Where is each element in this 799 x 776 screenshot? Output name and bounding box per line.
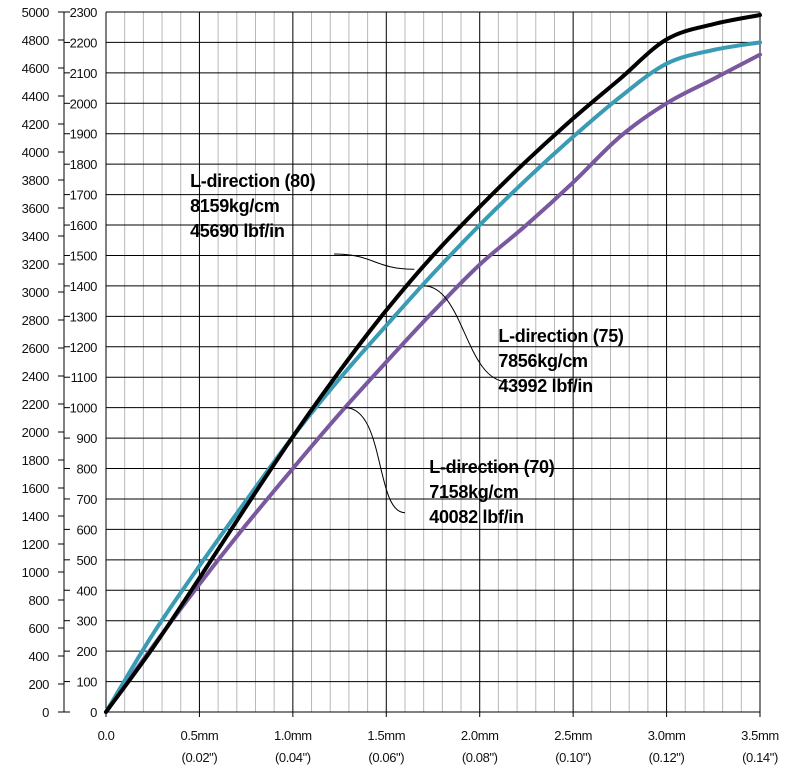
x-tick-label: 3.5mm	[741, 728, 779, 743]
y-outer-tick-label: 600	[29, 621, 50, 636]
y-inner-tick-label: 700	[77, 492, 98, 507]
y-outer-tick-label: 0	[42, 705, 49, 720]
y-outer-tick-label: 2200	[22, 397, 49, 412]
y-outer-tick-label: 2000	[22, 425, 49, 440]
series-line-l-direction-80	[104, 13, 762, 714]
annotation-value: 7856kg/cm	[498, 351, 587, 371]
annotation-value: 43992 lbf/in	[498, 376, 592, 396]
x-tick-label: 3.0mm	[648, 728, 686, 743]
annotation-value: 8159kg/cm	[190, 196, 279, 216]
y-inner-tick-label: 100	[77, 675, 98, 690]
y-inner-tick-label: 2100	[70, 66, 97, 81]
series-line-l-direction-75	[104, 40, 762, 714]
y-inner-tick-label: 600	[77, 522, 98, 537]
grid	[106, 11, 761, 712]
y-outer-tick-label: 4600	[22, 61, 49, 76]
x-tick-label: 2.0mm	[461, 728, 499, 743]
y-inner-tick-label: 0	[90, 705, 97, 720]
x-tick-sublabel: (0.12")	[649, 750, 685, 765]
y-inner-tick-label: 1500	[70, 248, 97, 263]
y-inner-tick-label: 1400	[70, 279, 97, 294]
x-tick-label: 0.5mm	[181, 728, 219, 743]
y-inner-tick-label: 1000	[70, 401, 97, 416]
y-outer-tick-label: 4400	[22, 89, 49, 104]
y-outer-tick-label: 4000	[22, 145, 49, 160]
y-outer-tick-label: 5000	[22, 5, 49, 20]
y-inner-tick-label: 1800	[70, 157, 97, 172]
y-inner-tick-label: 1600	[70, 218, 97, 233]
annotation-title: L-direction (80)	[190, 171, 316, 191]
series-line-l-direction-70	[104, 52, 762, 714]
y-inner-tick-label: 900	[77, 431, 98, 446]
y-inner-tick-label: 200	[77, 644, 98, 659]
annotation-value: 7158kg/cm	[429, 482, 518, 502]
x-tick-sublabel: (0.02")	[182, 750, 218, 765]
x-tick-sublabel: (0.06")	[368, 750, 404, 765]
y-inner-tick-label: 1100	[71, 370, 98, 385]
y-outer-tick-label: 1000	[22, 565, 49, 580]
y-outer-tick-label: 1400	[22, 509, 49, 524]
y-inner-tick-label: 300	[77, 614, 98, 629]
y-inner-tick-label: 1900	[70, 127, 97, 142]
x-tick-label: 0.0	[98, 728, 115, 743]
y-inner-tick-label: 1300	[70, 309, 97, 324]
y-inner-tick-label: 800	[77, 462, 98, 477]
y-outer-tick-label: 3800	[22, 173, 49, 188]
y-inner-tick-label: 1700	[70, 188, 97, 203]
y-outer-tick-label: 400	[29, 649, 50, 664]
y-inner-tick-label: 500	[77, 553, 98, 568]
annotation-leader-line	[423, 285, 508, 383]
y-outer-tick-label: 200	[29, 677, 50, 692]
annotation-title: L-direction (75)	[498, 326, 624, 346]
y-outer-tick-label: 3400	[22, 229, 49, 244]
y-outer-tick-label: 2400	[22, 369, 49, 384]
y-outer-tick-label: 2600	[22, 341, 49, 356]
annotation-leaders	[333, 253, 508, 514]
annotation-title: L-direction (70)	[429, 457, 555, 477]
x-tick-sublabel: (0.08")	[462, 750, 498, 765]
y-outer-tick-label: 800	[29, 593, 50, 608]
axes: 0 100 200 300 400 500 600 700 800 900 1000 1100 1200…	[22, 5, 780, 765]
y-inner-tick-label: 1200	[70, 340, 97, 355]
x-tick-label: 1.0mm	[274, 728, 312, 743]
series-lines	[104, 13, 762, 714]
y-outer-tick-label: 3200	[22, 257, 49, 272]
annotation-leader-line	[345, 407, 406, 514]
y-outer-tick-label: 1600	[22, 481, 49, 496]
y-outer-tick-label: 3600	[22, 201, 49, 216]
annotation-value: 40082 lbf/in	[429, 507, 523, 527]
y-inner-tick-label: 2000	[70, 96, 97, 111]
y-outer-tick-label: 1200	[22, 537, 49, 552]
y-outer-tick-label: 4200	[22, 117, 49, 132]
y-outer-tick-label: 1800	[22, 453, 49, 468]
y-outer-tick-label: 4800	[22, 33, 49, 48]
x-tick-sublabel: (0.10")	[555, 750, 591, 765]
x-tick-label: 2.5mm	[554, 728, 592, 743]
y-outer-tick-label: 3000	[22, 285, 49, 300]
annotation-value: 45690 lbf/in	[190, 221, 284, 241]
y-inner-tick-label: 400	[77, 583, 98, 598]
y-inner-tick-label: 2300	[70, 5, 97, 20]
y-inner-tick-label: 2200	[70, 35, 97, 50]
x-tick-sublabel: (0.14")	[742, 750, 778, 765]
annotations: L-direction (80) 8159kg/cm 45690 lbf/in L-d…	[190, 171, 624, 527]
y-outer-tick-label: 2800	[22, 313, 49, 328]
x-tick-label: 1.5mm	[367, 728, 405, 743]
annotation-leader-line	[333, 253, 415, 270]
x-tick-sublabel: (0.04")	[275, 750, 311, 765]
